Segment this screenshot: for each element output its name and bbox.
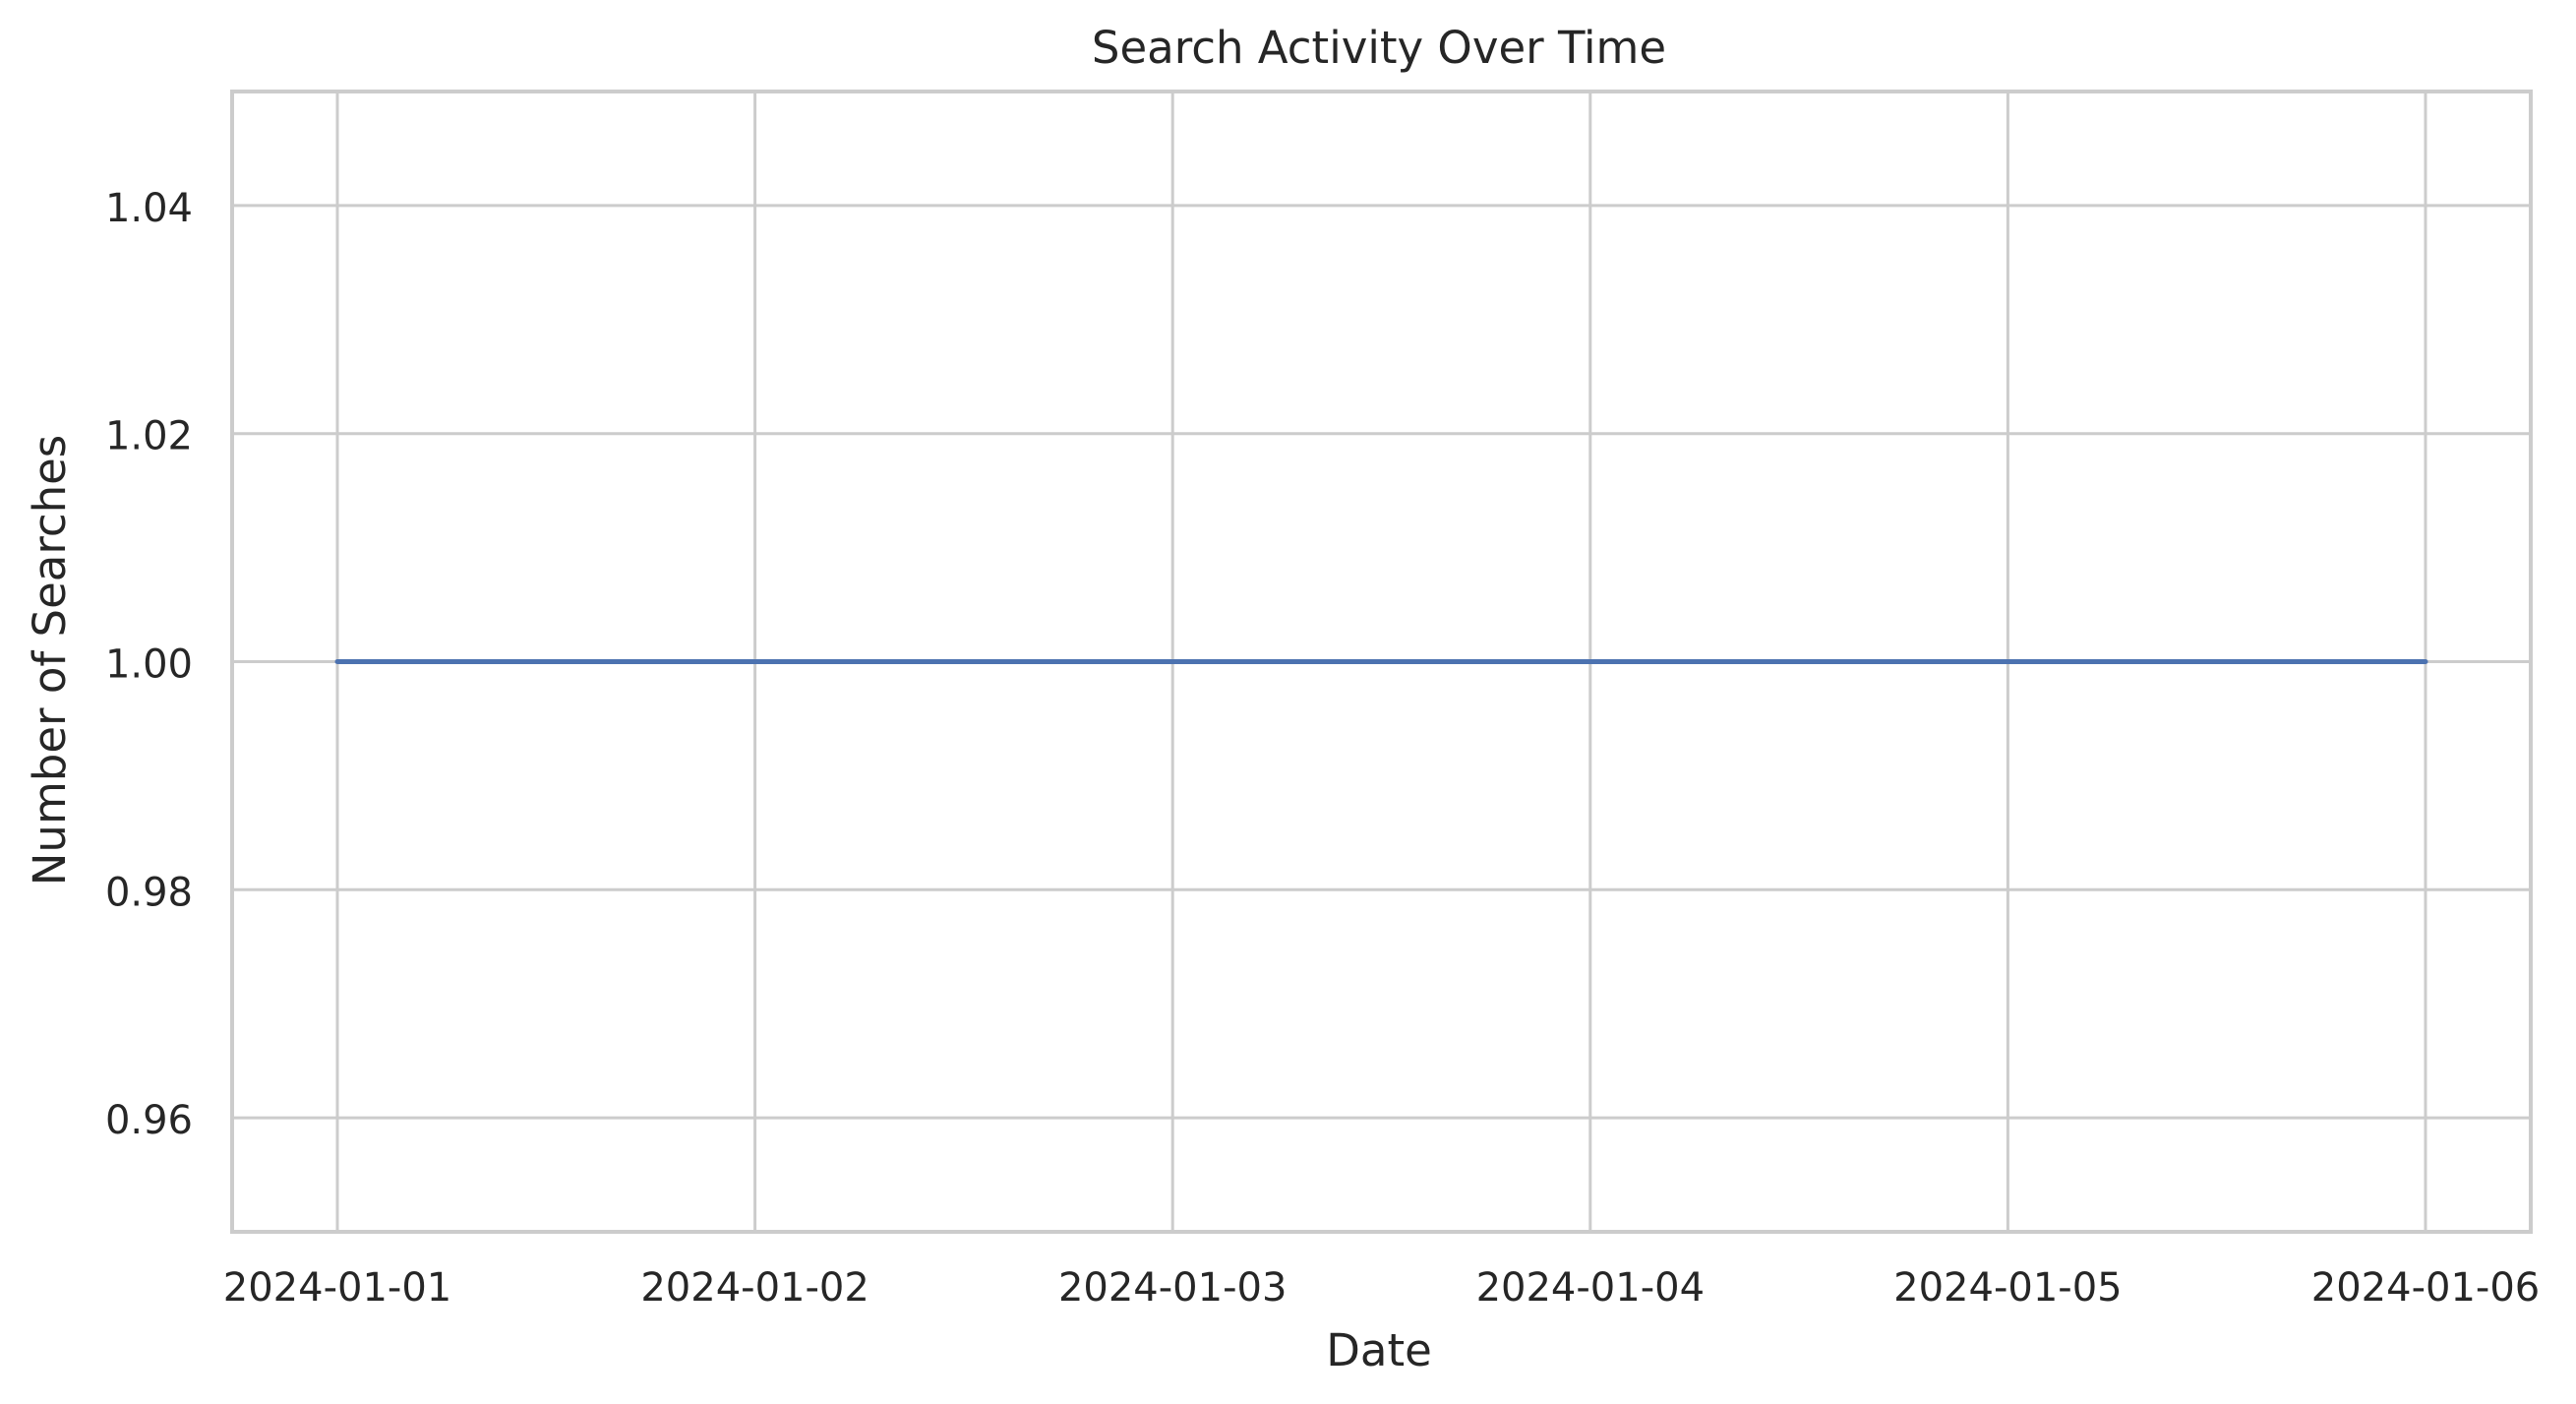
x-tick-labels: 2024-01-01 2024-01-02 2024-01-03 2024-01-04… (223, 1265, 2540, 1311)
x-tick-label: 2024-01-06 (2311, 1265, 2540, 1311)
y-tick-label: 0.98 (105, 870, 193, 915)
y-axis-label: Number of Searches (24, 435, 76, 885)
y-tick-labels: 0.96 0.98 1.00 1.02 1.04 (105, 186, 193, 1143)
y-tick-label: 0.96 (105, 1098, 193, 1143)
x-axis-label: Date (1326, 1324, 1432, 1376)
x-tick-label: 2024-01-05 (1893, 1265, 2122, 1311)
x-tick-label: 2024-01-03 (1058, 1265, 1287, 1311)
x-tick-label: 2024-01-04 (1476, 1265, 1705, 1311)
chart-title: Search Activity Over Time (1092, 22, 1666, 74)
y-tick-label: 1.02 (105, 414, 193, 459)
x-tick-label: 2024-01-02 (640, 1265, 869, 1311)
y-tick-label: 1.00 (105, 642, 193, 688)
x-tick-label: 2024-01-01 (223, 1265, 451, 1311)
y-tick-label: 1.04 (105, 186, 193, 231)
plot-frame (230, 90, 2533, 1234)
